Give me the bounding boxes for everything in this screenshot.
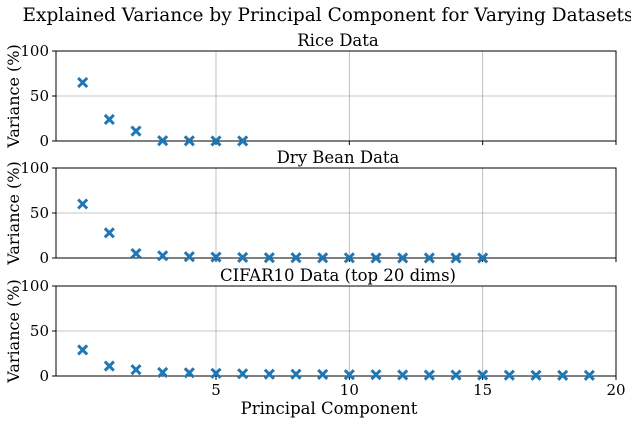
data-point xyxy=(263,368,275,380)
panel-title: Dry Bean Data xyxy=(277,148,400,167)
data-point xyxy=(157,135,169,147)
data-point xyxy=(397,369,409,381)
data-point xyxy=(343,252,355,264)
y-tick-label: 50 xyxy=(30,204,49,222)
y-axis-label: Variance (%) xyxy=(4,279,23,383)
data-point xyxy=(397,252,409,264)
data-point xyxy=(130,364,142,376)
data-point xyxy=(103,360,115,372)
y-tick-label: 0 xyxy=(39,132,49,150)
data-point xyxy=(290,368,302,380)
data-point xyxy=(210,135,222,147)
data-point xyxy=(370,369,382,381)
data-point xyxy=(237,251,249,264)
data-point xyxy=(183,251,195,263)
chart-panel-1: 0 50 100 Rice Data Variance (%) xyxy=(4,31,617,150)
data-point xyxy=(343,369,355,381)
data-point xyxy=(130,125,142,137)
data-point xyxy=(237,368,249,380)
panel-title: CIFAR10 Data (top 20 dims) xyxy=(220,266,456,285)
data-point xyxy=(157,366,169,378)
data-point xyxy=(530,369,542,381)
data-point xyxy=(210,251,222,263)
panel-title: Rice Data xyxy=(297,31,379,50)
data-point xyxy=(450,252,462,264)
x-tick-label: 10 xyxy=(340,381,359,399)
data-point xyxy=(557,369,569,381)
data-point xyxy=(370,252,382,264)
y-tick-label: 100 xyxy=(20,277,49,295)
data-point xyxy=(583,369,595,381)
data-point xyxy=(317,252,329,264)
data-point xyxy=(450,369,462,381)
data-point xyxy=(503,369,515,381)
y-tick-label: 50 xyxy=(30,87,49,105)
y-tick-label: 0 xyxy=(39,249,49,267)
data-point xyxy=(103,227,115,239)
data-point xyxy=(103,113,115,125)
y-tick-label: 50 xyxy=(30,322,49,340)
chart-panel-2: 0 50 100 Dry Bean Data Variance (%) xyxy=(4,148,617,267)
data-point xyxy=(183,367,195,379)
data-point xyxy=(290,252,302,264)
x-tick-label: 5 xyxy=(211,381,221,399)
data-point xyxy=(183,135,195,147)
figure-title: Explained Variance by Principal Componen… xyxy=(23,5,631,26)
data-point xyxy=(157,250,169,262)
data-point xyxy=(210,367,222,379)
y-tick-label: 100 xyxy=(20,159,49,177)
data-point xyxy=(77,198,89,210)
data-point xyxy=(77,76,89,89)
data-point xyxy=(130,247,142,260)
y-axis-label: Variance (%) xyxy=(4,161,23,265)
data-point xyxy=(237,135,249,147)
data-point xyxy=(263,252,275,264)
y-axis-label: Variance (%) xyxy=(4,44,23,148)
data-point xyxy=(317,368,329,380)
chart-panel-3: 5 10 15 20 0 50 100 CIFAR10 Data (top 20 dims) V… xyxy=(4,266,626,418)
data-point xyxy=(477,252,489,264)
x-axis-label: Principal Component xyxy=(241,399,418,418)
x-tick-label: 20 xyxy=(606,381,625,399)
data-point xyxy=(423,369,435,381)
y-tick-label: 0 xyxy=(39,367,49,385)
data-point xyxy=(423,252,435,264)
x-tick-label: 15 xyxy=(473,381,492,399)
data-point xyxy=(477,369,489,381)
y-tick-label: 100 xyxy=(20,42,49,60)
data-point xyxy=(77,344,89,356)
